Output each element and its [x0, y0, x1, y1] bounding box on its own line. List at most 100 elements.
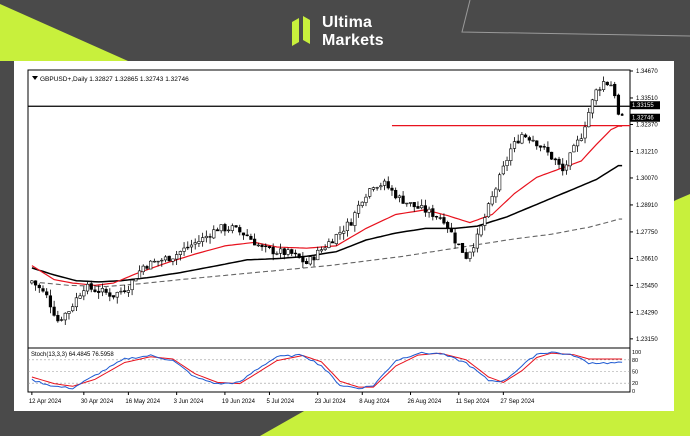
candle-bear [111, 295, 116, 298]
x-tick-label: 11 Sep 2024 [456, 399, 490, 405]
candle-bear [290, 249, 294, 254]
candle-bull [564, 164, 569, 171]
candle-bull [212, 229, 216, 239]
stoch-tick-label: 50 [632, 370, 638, 376]
candle-bear [186, 246, 190, 249]
candle-bull [163, 256, 168, 261]
candle-bull [193, 242, 197, 245]
candle-bear [167, 255, 171, 262]
candle-bull [130, 279, 134, 291]
main-pane-frame [27, 69, 631, 349]
candle-bull [319, 249, 324, 252]
candle-bear [56, 314, 60, 322]
chart-header: GBPUSD+,Daily 1.32827 1.32865 1.32743 1.… [40, 76, 189, 83]
candle-bull [531, 139, 535, 142]
candle-bear [442, 217, 446, 224]
candle-bear [457, 243, 461, 246]
x-tick-label: 26 Aug 2024 [408, 399, 442, 405]
candles [30, 76, 624, 325]
candle-bear [412, 202, 416, 208]
candle-bull [137, 270, 142, 279]
candle-bear [241, 232, 246, 236]
candle-bear [431, 208, 435, 217]
candle-bear [52, 306, 56, 316]
candle-bear [616, 94, 621, 115]
candle-bull [275, 253, 279, 255]
candle-bull [598, 89, 602, 91]
candle-bull [382, 180, 387, 186]
x-tick-label: 30 Apr 2024 [81, 399, 114, 405]
candle-bear [245, 234, 249, 237]
candle-bear [416, 206, 420, 209]
candle-bull [227, 229, 231, 232]
candle-bull [126, 290, 130, 293]
brand-name-line1: Ultima [322, 14, 373, 31]
candle-bear [605, 81, 609, 86]
candle-bull [594, 89, 598, 102]
candle-bull [278, 248, 283, 254]
candle-bull [379, 185, 383, 188]
candle-bear [93, 289, 97, 293]
brand-logo: Ultima Markets [290, 12, 410, 52]
candle-bear [546, 146, 550, 153]
candle-bull [334, 234, 338, 244]
y-tick-label: 1.34670 [636, 69, 658, 75]
stoch-label: Stoch(13,3,3) 64.4845 76.5958 [31, 352, 114, 358]
chart-menu-icon[interactable] [32, 76, 38, 80]
time-axis: 12 Apr 2024 30 Apr 2024 16 May 2024 3 Jun 2… [29, 392, 535, 405]
candle-bear [538, 145, 543, 148]
ultima-markets-logo-icon [292, 16, 310, 46]
candle-bear [561, 163, 565, 172]
stoch-tick-label: 100 [632, 350, 641, 356]
candle-bear [349, 222, 353, 226]
candle-bear [449, 228, 453, 233]
candle-bull [572, 145, 576, 153]
candle-bull [204, 235, 208, 239]
candle-bull [520, 134, 524, 144]
candle-bear [330, 241, 335, 244]
candle-bull [494, 188, 498, 198]
candle-bear [620, 113, 624, 116]
candle-bear [464, 252, 468, 259]
stoch-tick-label: 0 [632, 389, 635, 395]
candle-bear [386, 181, 390, 189]
candle-bull [82, 290, 86, 297]
ma-slow-line [31, 218, 623, 288]
candle-bull [230, 225, 234, 231]
candle-bear [271, 246, 275, 255]
candle-bull [219, 224, 223, 232]
candle-bull [364, 196, 368, 203]
candle-bull [490, 196, 494, 205]
candle-bull [152, 260, 156, 263]
y-tick-label: 1.30070 [636, 176, 658, 182]
candle-bear [613, 83, 617, 97]
candle-bear [438, 217, 442, 219]
candle-bull [197, 241, 201, 244]
candle-bear [312, 256, 316, 261]
candle-bull [479, 225, 483, 236]
candle-bull [501, 165, 505, 175]
candle-bull [175, 254, 179, 260]
candle-bull [609, 84, 613, 87]
price-chart[interactable]: 1.34670 1.33510 1.32370 1.31210 1.30070 1.289… [14, 61, 674, 411]
price-label-box [630, 101, 660, 110]
candle-bull [308, 256, 312, 265]
candle-bull [427, 208, 431, 213]
candle-bear [516, 140, 520, 144]
candle-bull [156, 260, 160, 263]
y-tick-label: 1.27750 [636, 230, 658, 236]
candle-bear [535, 140, 539, 147]
candle-bear [527, 137, 531, 141]
candle-bull [316, 249, 320, 261]
candle-bear [550, 151, 554, 160]
decorative-line [461, 0, 690, 37]
candle-bear [446, 222, 450, 229]
candle-bear [208, 236, 212, 238]
candle-bear [304, 260, 309, 265]
candle-bear [282, 248, 286, 255]
candle-bear [401, 195, 405, 204]
price-label-box [630, 113, 660, 122]
candle-bull [472, 247, 476, 253]
moving-averages [31, 125, 623, 288]
y-tick-label: 1.23150 [636, 337, 658, 343]
